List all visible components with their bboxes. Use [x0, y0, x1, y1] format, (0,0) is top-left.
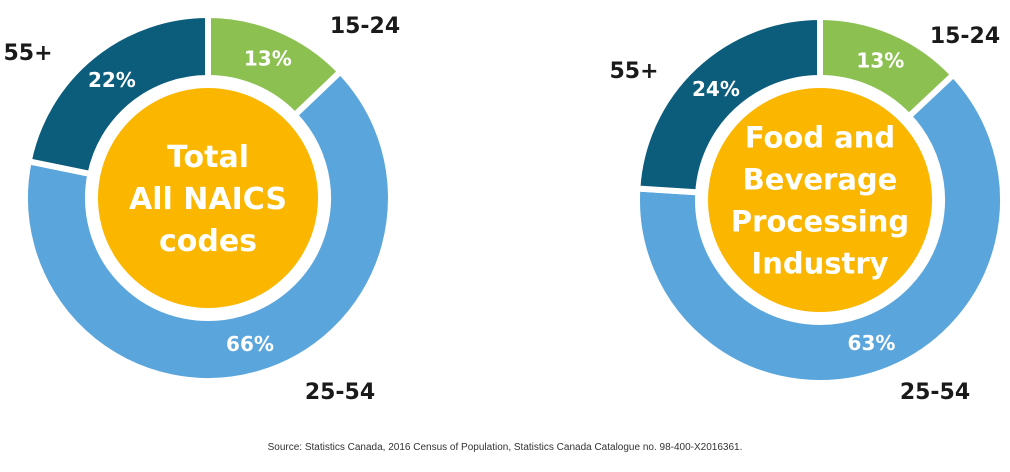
category-label-15-24: 15-24 [930, 24, 1000, 49]
slice-25-54 [22, 67, 394, 384]
slice-55+ [25, 11, 211, 178]
donut-charts: 13% 15-24 66% 25-54 22% 55+ Total All NAICS code… [3, 11, 1006, 405]
center-label-line: Industry [751, 246, 888, 280]
center-label-line: Food and [745, 120, 895, 154]
slice-25-54 [634, 70, 1006, 386]
category-label-25-54: 25-54 [900, 380, 970, 405]
donut-chart-1: 13% 15-24 66% 25-54 22% 55+ Total All NAICS code… [3, 11, 400, 405]
category-label-25-54: 25-54 [305, 380, 375, 405]
donut-chart-2: 13% 15-24 63% 25-54 24% 55+ Food and Beverage Pr… [609, 13, 1006, 405]
category-label-55+: 55+ [3, 41, 52, 66]
category-label-15-24: 15-24 [330, 14, 400, 39]
source-note: Source: Statistics Canada, 2016 Census o… [267, 442, 743, 453]
category-label-55+: 55+ [609, 59, 658, 84]
center-label-line: Processing [731, 204, 909, 238]
center-circle [708, 88, 932, 312]
center-label-line: Beverage [743, 162, 898, 196]
center-label-line: Total [167, 140, 249, 175]
center-label-line: All NAICS [129, 182, 287, 217]
value-label-25-54: 63% [848, 331, 896, 355]
center-circle [98, 88, 318, 308]
value-label-15-24: 13% [244, 46, 292, 70]
center-label-line: codes [159, 224, 257, 259]
value-label-25-54: 66% [226, 332, 274, 356]
value-label-55+: 22% [88, 68, 136, 92]
value-label-15-24: 13% [856, 49, 904, 73]
value-label-55+: 24% [692, 77, 740, 101]
slice-55+ [634, 13, 823, 196]
